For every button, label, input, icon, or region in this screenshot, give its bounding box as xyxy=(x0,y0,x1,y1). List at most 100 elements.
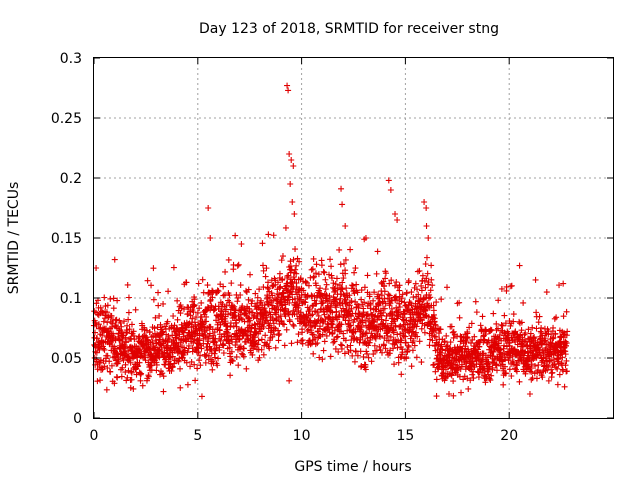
data-point xyxy=(551,315,558,322)
data-point xyxy=(386,292,393,299)
data-point xyxy=(421,329,428,336)
data-point xyxy=(294,255,301,262)
data-point xyxy=(339,286,346,293)
data-point xyxy=(310,255,317,262)
data-point xyxy=(185,342,192,349)
data-point xyxy=(127,359,134,366)
data-point xyxy=(294,339,301,346)
data-point xyxy=(394,217,401,223)
data-point xyxy=(243,365,250,372)
data-point xyxy=(135,362,142,369)
data-point xyxy=(348,298,355,305)
data-point xyxy=(315,271,322,278)
data-point xyxy=(433,393,440,400)
data-point xyxy=(196,357,203,364)
data-point xyxy=(136,359,143,366)
data-point xyxy=(118,323,125,330)
y-tick-label: 0.3 xyxy=(60,51,82,67)
data-point xyxy=(423,205,430,211)
data-point xyxy=(501,342,508,349)
data-point xyxy=(487,377,494,384)
data-point xyxy=(366,339,373,346)
data-point xyxy=(342,256,349,263)
data-point xyxy=(435,330,442,337)
data-point xyxy=(339,279,346,286)
data-point xyxy=(398,337,405,344)
data-point xyxy=(368,358,375,365)
x-tick-label: 10 xyxy=(293,428,311,444)
data-point xyxy=(460,376,467,383)
data-point xyxy=(431,361,438,368)
data-point xyxy=(338,185,345,192)
data-point xyxy=(362,235,369,241)
data-point xyxy=(522,330,529,337)
data-point xyxy=(560,313,567,320)
data-point xyxy=(340,275,347,282)
data-point xyxy=(406,299,413,306)
data-point xyxy=(132,306,139,313)
data-point xyxy=(106,358,113,365)
data-point xyxy=(493,327,500,334)
data-point xyxy=(543,289,550,296)
data-point xyxy=(119,364,126,371)
data-point xyxy=(290,256,297,263)
data-point xyxy=(372,335,379,342)
data-point xyxy=(412,329,419,336)
data-point xyxy=(381,288,388,295)
data-point xyxy=(269,283,276,290)
data-point xyxy=(484,354,491,361)
data-point xyxy=(112,322,119,329)
data-point xyxy=(290,163,297,169)
data-point xyxy=(318,262,325,269)
data-point xyxy=(190,308,197,315)
data-point xyxy=(236,336,243,343)
data-point xyxy=(472,298,479,305)
data-point xyxy=(205,205,212,211)
data-point xyxy=(467,377,474,384)
data-point xyxy=(293,311,300,318)
data-point xyxy=(123,350,130,357)
x-tick-label: 0 xyxy=(90,428,99,444)
data-point xyxy=(428,262,435,269)
data-point xyxy=(290,322,297,329)
data-point xyxy=(370,297,377,304)
data-point xyxy=(155,302,162,309)
data-point xyxy=(387,187,394,193)
data-point xyxy=(202,359,209,366)
data-point xyxy=(281,296,288,303)
data-point xyxy=(385,291,392,298)
data-point xyxy=(311,273,318,280)
ticks-layer xyxy=(93,57,613,419)
data-point xyxy=(362,366,369,373)
data-point xyxy=(259,240,266,247)
data-point xyxy=(111,380,118,387)
data-point xyxy=(379,299,386,306)
data-point xyxy=(321,269,328,276)
data-point xyxy=(408,363,415,370)
data-point xyxy=(305,282,312,289)
data-point xyxy=(224,329,231,336)
data-point xyxy=(232,342,239,349)
data-point xyxy=(394,344,401,351)
data-point xyxy=(292,266,299,273)
data-point xyxy=(157,333,164,340)
data-point xyxy=(418,287,425,294)
data-point xyxy=(110,295,117,302)
data-point xyxy=(215,355,222,362)
data-point xyxy=(341,260,348,267)
data-point xyxy=(226,292,233,299)
data-point xyxy=(342,223,349,229)
data-point xyxy=(299,329,306,336)
data-point xyxy=(464,334,471,341)
data-point xyxy=(350,282,357,289)
data-point xyxy=(169,353,176,360)
data-point xyxy=(260,351,267,358)
data-point xyxy=(536,313,543,320)
data-point xyxy=(260,262,267,269)
y-tick-label: 0.1 xyxy=(60,291,82,307)
data-point xyxy=(124,374,131,381)
data-point xyxy=(312,335,319,342)
data-point xyxy=(108,362,115,369)
data-point xyxy=(215,288,222,295)
